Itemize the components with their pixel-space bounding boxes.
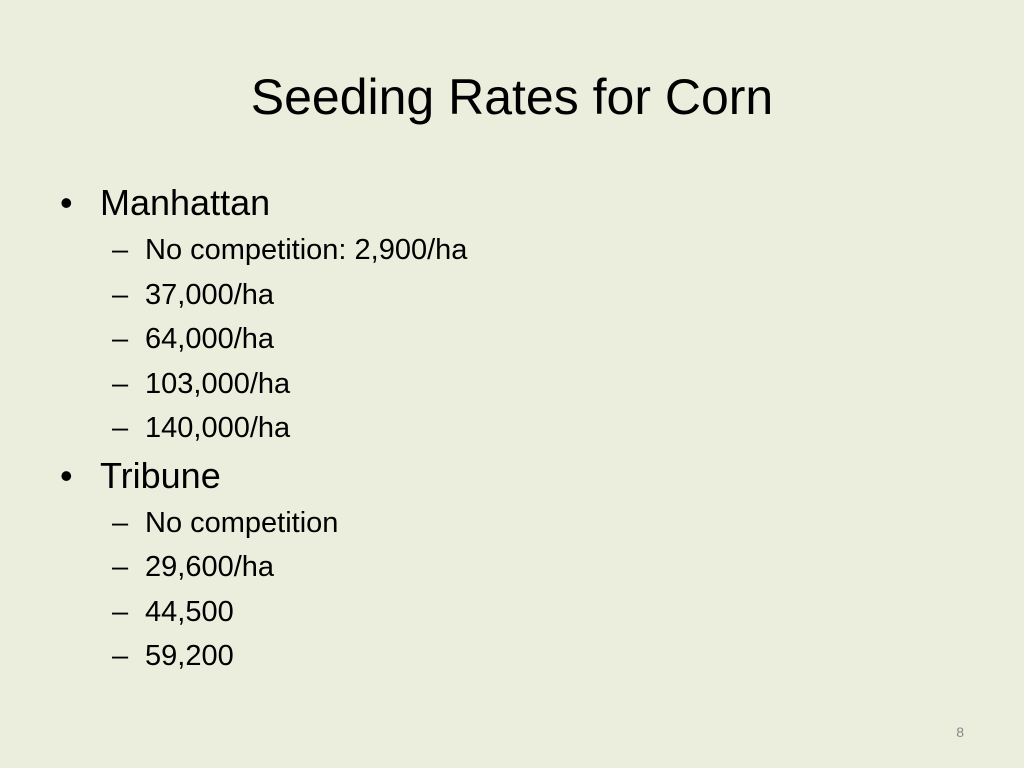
bullet-manhattan: • Manhattan [58,178,958,228]
bullet-dot-icon: • [60,182,73,223]
list-item: – 103,000/ha [58,362,958,407]
dash-icon: – [112,551,129,583]
list-item: – No competition: 2,900/ha [58,228,958,273]
list-item-text: 59,200 [145,640,234,672]
bullet-tribune: • Tribune [58,451,958,501]
list-item-text: 44,500 [145,595,234,628]
page-number: 8 [956,724,964,740]
slide-content: • Manhattan – No competition: 2,900/ha –… [58,178,958,679]
list-item-text: No competition: 2,900/ha [145,234,468,266]
list-item-text: 103,000/ha [145,367,291,400]
slide-title: Seeding Rates for Corn [250,69,774,125]
list-item-text: 29,600/ha [145,551,275,583]
dash-icon: – [112,595,129,628]
list-item: – 37,000/ha [58,273,958,318]
bullet-label: Tribune [100,454,221,496]
list-item: – 59,200 [58,634,958,679]
list-item: – 140,000/ha [58,406,958,451]
dash-icon: – [112,506,129,539]
list-item-text: 37,000/ha [145,278,275,311]
list-item-text: 64,000/ha [145,323,275,355]
list-item-text: No competition [145,506,339,539]
bullet-label: Manhattan [100,182,271,223]
manhattan-subitems: – No competition: 2,900/ha – 37,000/ha –… [58,228,958,451]
list-item: – 64,000/ha [58,317,958,362]
dash-icon: – [112,412,129,444]
list-item: – No competition [58,501,958,546]
bullet-dot-icon: • [60,454,73,496]
list-item: – 44,500 [58,590,958,635]
dash-icon: – [112,278,129,311]
list-item: – 29,600/ha [58,545,958,590]
dash-icon: – [112,367,129,400]
dash-icon: – [112,323,129,355]
list-item-text: 140,000/ha [145,412,291,444]
tribune-subitems: – No competition – 29,600/ha – 44,500 – … [58,501,958,679]
dash-icon: – [112,234,129,266]
dash-icon: – [112,640,129,672]
